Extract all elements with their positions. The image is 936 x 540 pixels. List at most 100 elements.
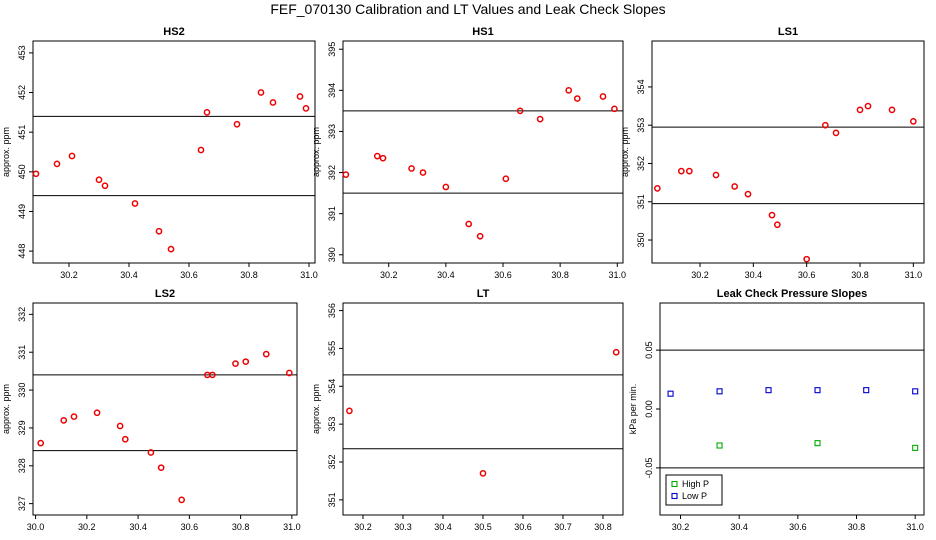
x-tick-label: 30.6 <box>514 522 532 532</box>
y-tick-label: -0.05 <box>644 458 654 479</box>
y-tick-label: 332 <box>17 307 27 322</box>
x-tick-label: 30.7 <box>554 522 572 532</box>
x-tick-label: 31.0 <box>300 270 318 280</box>
x-tick-label: 30.6 <box>180 270 198 280</box>
data-point-red <box>465 220 473 228</box>
data-point-red <box>677 167 685 175</box>
chart-title: HS2 <box>163 26 184 38</box>
legend-marker-blue <box>671 492 678 500</box>
y-tick-label: 352 <box>327 454 337 469</box>
y-tick-label: 353 <box>636 118 646 133</box>
data-point-red <box>285 369 293 377</box>
legend-box <box>665 474 723 506</box>
data-point-red <box>53 160 61 168</box>
chart-panel-4: LT approx. ppm 30.2 30.3 30.4 30.5 30.6 30.7 30.… <box>311 288 624 532</box>
y-axis-label: approx. ppm <box>1 127 11 177</box>
y-tick-label: 353 <box>327 417 337 432</box>
data-point-red <box>612 348 620 356</box>
data-point-red <box>296 93 304 100</box>
chart-panel-2: LS1 approx. ppm 30.2 30.4 30.6 30.8 31.0 350 351… <box>620 26 925 280</box>
y-tick-label: 448 <box>17 244 27 259</box>
data-point-red <box>60 417 68 424</box>
plot-frame <box>32 302 298 516</box>
y-tick-label: 354 <box>327 379 337 394</box>
y-tick-label: 356 <box>327 303 337 318</box>
legend-label: Low P <box>682 491 707 501</box>
y-tick-label: 0.00 <box>644 400 654 418</box>
data-point-red <box>408 165 415 172</box>
data-point-red <box>803 255 811 263</box>
y-tick-label: 0.05 <box>644 341 654 359</box>
data-point-red <box>242 358 250 366</box>
data-point-red <box>516 107 524 115</box>
x-tick-label: 30.2 <box>60 270 78 280</box>
legend-label: High P <box>682 479 709 489</box>
chart-panel-1: HS1 approx. ppm 30.2 30.4 30.6 30.8 31.0 390 391… <box>311 26 626 280</box>
data-point-red <box>209 371 216 379</box>
data-point-red <box>856 106 864 114</box>
y-axis-label: approx. ppm <box>620 127 630 177</box>
y-tick-label: 390 <box>327 247 337 262</box>
data-point-red <box>37 439 45 447</box>
x-tick-label: 30.8 <box>551 270 569 280</box>
y-axis-label: approx. ppm <box>311 384 321 434</box>
data-point-red <box>685 167 693 175</box>
data-point-red <box>147 449 155 456</box>
y-tick-label: 452 <box>17 85 27 100</box>
x-tick-label: 30.2 <box>78 522 96 532</box>
chart-title: LT <box>477 288 490 300</box>
data-point-blue <box>765 387 772 394</box>
x-tick-label: 30.6 <box>789 522 807 532</box>
x-tick-label: 30.2 <box>691 270 709 280</box>
data-point-red <box>157 464 165 472</box>
y-tick-label: 391 <box>327 206 337 221</box>
y-tick-label: 350 <box>636 233 646 248</box>
y-tick-label: 355 <box>327 341 337 356</box>
y-tick-label: 351 <box>636 194 646 209</box>
data-point-blue <box>912 388 919 395</box>
data-point-red <box>131 200 139 207</box>
y-axis-label: kPa per min. <box>628 384 638 435</box>
data-point-red <box>536 115 544 123</box>
data-point-red <box>479 470 487 477</box>
data-point-red <box>262 350 270 358</box>
chart-panel-3: LS2 approx. ppm 30.0 30.2 30.4 30.6 30.8 31.0 32… <box>1 288 301 532</box>
x-tick-label: 30.8 <box>232 522 250 532</box>
chart-title: HS1 <box>472 26 493 38</box>
x-tick-label: 30.2 <box>380 270 398 280</box>
data-point-red <box>70 413 78 420</box>
data-point-red <box>257 89 265 96</box>
data-point-red <box>101 182 109 190</box>
chart-panel-0: HS2 approx. ppm 30.2 30.4 30.6 30.8 31.0 448 449… <box>1 26 318 280</box>
data-point-red <box>502 175 510 183</box>
x-tick-label: 30.6 <box>494 270 512 280</box>
data-point-red <box>744 190 752 198</box>
x-tick-label: 30.4 <box>129 522 147 532</box>
data-point-green <box>912 444 919 451</box>
data-point-red <box>167 245 175 253</box>
x-tick-label: 30.4 <box>745 270 763 280</box>
chart-title: LS1 <box>778 26 798 38</box>
x-tick-label: 30.3 <box>394 522 412 532</box>
y-axis-label: approx. ppm <box>1 384 11 434</box>
y-tick-label: 394 <box>327 83 337 98</box>
y-tick-label: 354 <box>636 79 646 94</box>
x-tick-label: 30.8 <box>240 270 258 280</box>
y-tick-label: 395 <box>327 42 337 57</box>
y-tick-label: 330 <box>17 383 27 398</box>
data-point-red <box>121 435 129 443</box>
data-point-red <box>864 102 872 110</box>
data-point-red <box>768 211 776 219</box>
data-point-red <box>302 105 310 112</box>
figure-title: FEF_070130 Calibration and LT Values and… <box>270 1 665 17</box>
x-tick-label: 31.0 <box>905 270 923 280</box>
data-point-red <box>611 105 618 113</box>
data-point-blue <box>667 390 674 397</box>
data-point-green <box>814 440 821 447</box>
data-point-red <box>573 95 581 102</box>
data-point-blue <box>863 387 870 394</box>
x-tick-label: 30.4 <box>437 270 455 280</box>
y-tick-label: 393 <box>327 124 337 139</box>
plot-frame <box>651 40 925 264</box>
data-point-red <box>419 169 427 176</box>
